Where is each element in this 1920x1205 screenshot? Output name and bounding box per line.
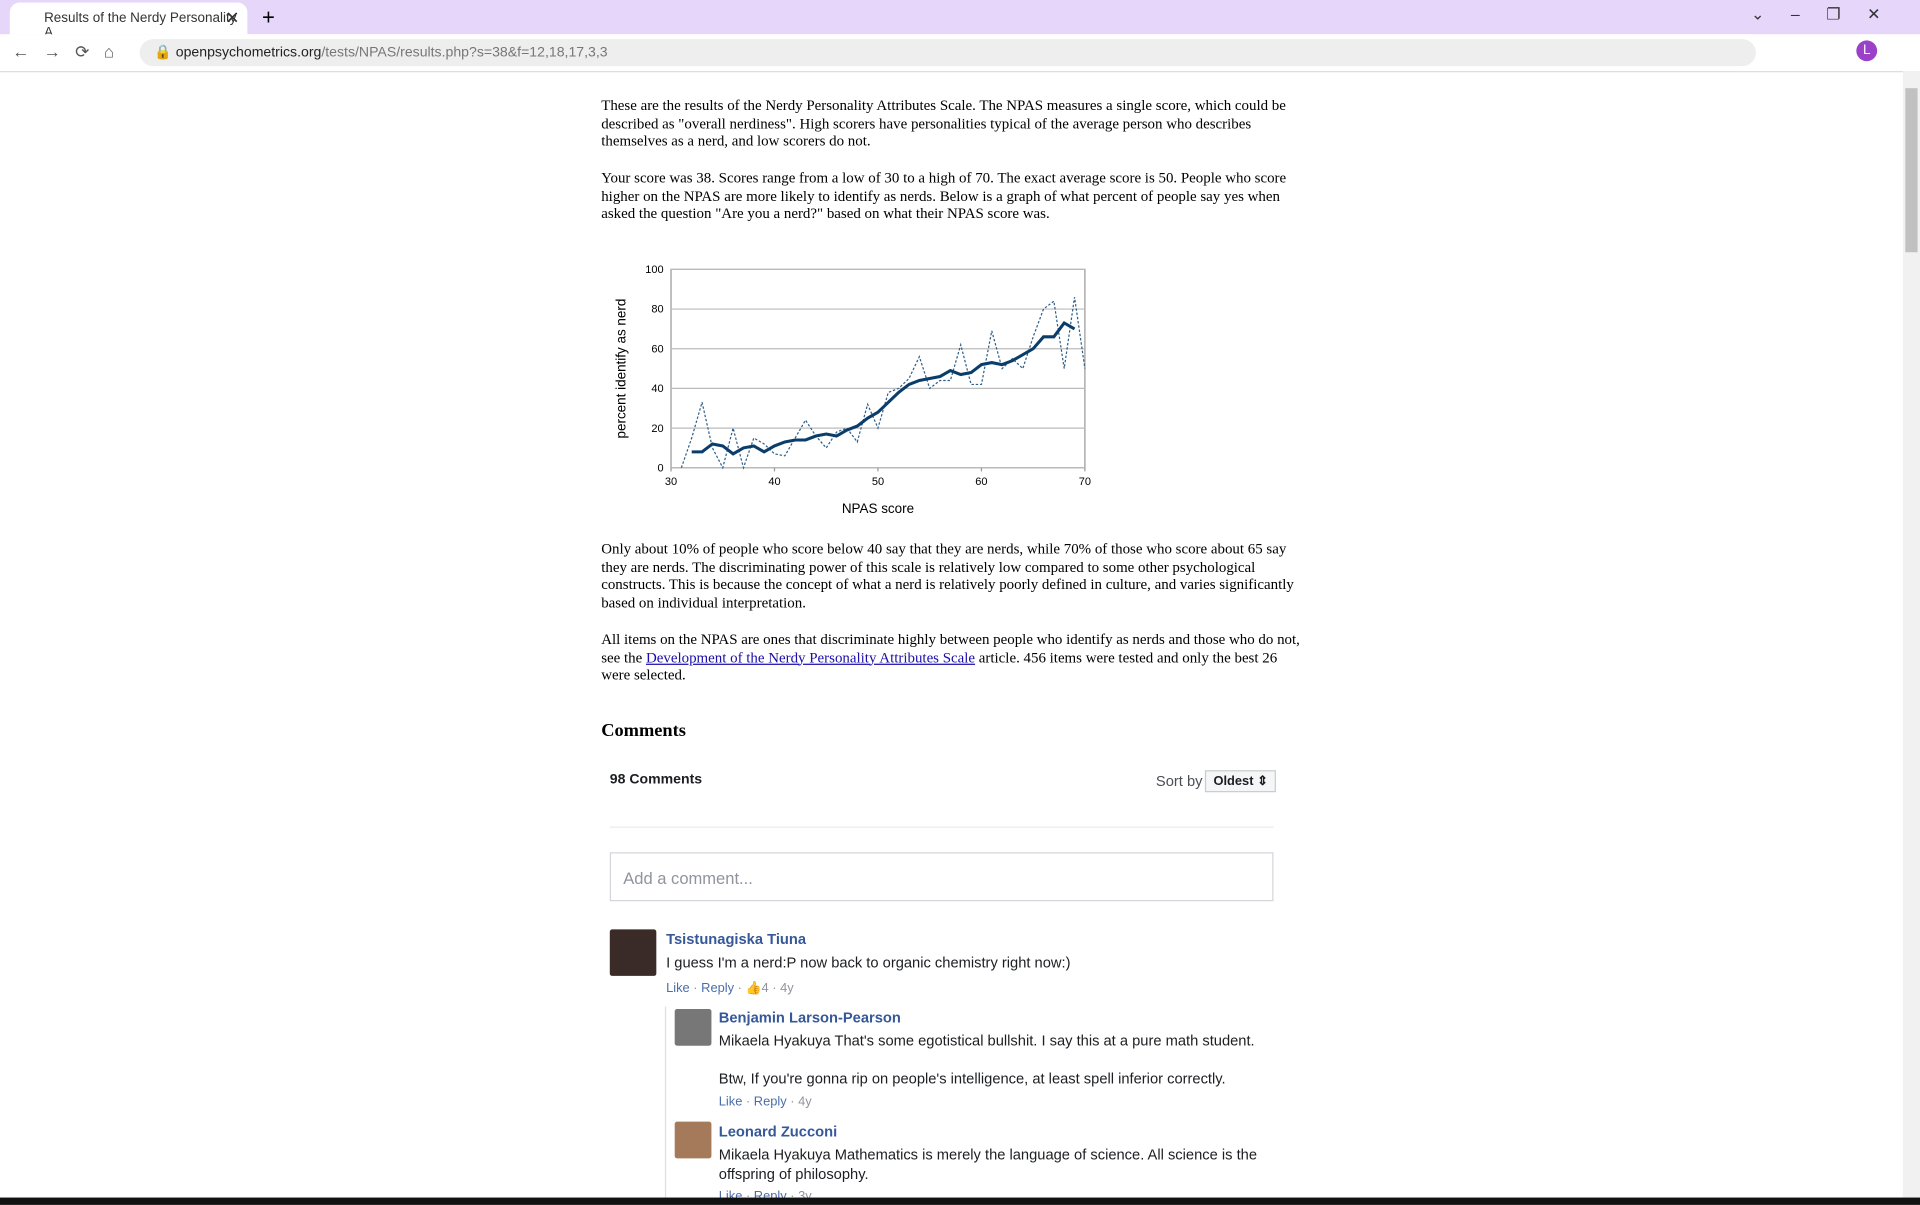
y-tick-label: 20: [651, 423, 663, 435]
x-tick-label: 50: [872, 476, 884, 488]
avatar: [674, 1008, 712, 1046]
x-axis-label: NPAS score: [842, 501, 914, 516]
comment-text: Btw, If you're gonna rip on people's int…: [718, 1070, 1226, 1088]
comment-author[interactable]: Leonard Zucconi: [718, 1122, 838, 1141]
comment-count: 98 Comments: [609, 772, 703, 788]
profile-avatar[interactable]: L: [1856, 40, 1878, 62]
x-tick-label: 40: [768, 476, 780, 488]
avatar: [609, 929, 657, 976]
like[interactable]: Like: [666, 980, 690, 996]
taskbar-edge: [0, 1197, 1920, 1205]
like[interactable]: Like: [718, 1094, 743, 1110]
y-tick-label: 100: [645, 264, 663, 276]
y-tick-label: 0: [658, 462, 664, 474]
paragraph: These are the results of the Nerdy Perso…: [601, 96, 1286, 150]
x-tick-label: 30: [665, 476, 677, 488]
reply-thread: [664, 1006, 667, 1203]
comment-text: Mikaela Hyakuya That's some egotistical …: [718, 1032, 1255, 1050]
age: 4y: [787, 1095, 812, 1110]
line: [691, 320, 1076, 456]
sort-value: Oldest: [1213, 773, 1254, 789]
age: 4y: [769, 981, 794, 996]
tab-close[interactable]: ✕: [225, 7, 240, 27]
y-axis-label: percent identify as nerd: [614, 299, 629, 439]
sort-label: Sort by: [1155, 772, 1203, 790]
tab-title: Results of the Nerdy Personality A: [44, 11, 237, 41]
new-tab[interactable]: +: [262, 4, 275, 30]
comment-text: I guess I'm a nerd:P now back to organic…: [666, 953, 1071, 972]
comment-input[interactable]: Add a comment...: [609, 852, 1274, 902]
comment-text: Mikaela Hyakuya Mathematics is merely th…: [718, 1146, 1257, 1183]
likes: 👍4: [734, 981, 769, 996]
link[interactable]: Development of the Nerdy Personality Att…: [645, 648, 976, 666]
tab-bar: [0, 0, 1920, 35]
reply[interactable]: Reply: [742, 1095, 786, 1110]
comment-actions: LikeReply4y: [719, 1095, 812, 1110]
x-tick-label: 60: [975, 476, 987, 488]
comment-author[interactable]: Benjamin Larson-Pearson: [718, 1008, 901, 1027]
text: All items on the NPAS are ones that disc…: [601, 630, 1300, 666]
address-bar[interactable]: 🔒 openpsychometrics.org/tests/NPAS/resul…: [139, 39, 1756, 67]
plot-area: [670, 268, 1086, 469]
x-tick-label: 70: [1079, 476, 1091, 488]
y-tick-label: 60: [651, 343, 663, 355]
chart: 0 20 40 60 80 100 30 40 50 60 70 NPAS score percent …: [614, 264, 1091, 516]
paragraph: Your score was 38. Scores range from a l…: [601, 168, 1287, 222]
avatar: [674, 1121, 712, 1159]
scrollbar[interactable]: [1902, 71, 1920, 1198]
comment-actions: LikeReply👍44y: [666, 980, 794, 996]
sort-select[interactable]: Oldest ⇕: [1204, 770, 1277, 793]
url-domain: openpsychometrics.org: [175, 45, 322, 61]
nav-buttons[interactable]: ← → ⟳ ⌂: [12, 41, 115, 62]
paragraph: Only about 10% of people who score below…: [601, 540, 1294, 611]
y-tick-label: 80: [651, 304, 663, 316]
comment-author[interactable]: Tsistunagiska Tiuna: [666, 930, 807, 948]
text: article. 456 items were tested and only …: [601, 648, 1278, 684]
paragraph: All items on the NPAS are ones that disc…: [601, 631, 1301, 685]
tab[interactable]: Results of the Nerdy Personality A ✕: [9, 2, 248, 40]
heading: Comments: [601, 721, 686, 741]
window-controls[interactable]: ⌄ – ❐ ✕: [1751, 4, 1881, 24]
url-path: /tests/NPAS/results.php?s=38&f=12,18,17,…: [321, 45, 608, 61]
y-tick-label: 40: [651, 383, 663, 395]
reply[interactable]: Reply: [690, 981, 734, 996]
like-count: 4: [761, 980, 769, 996]
divider: [609, 826, 1274, 828]
line: [680, 297, 1086, 470]
